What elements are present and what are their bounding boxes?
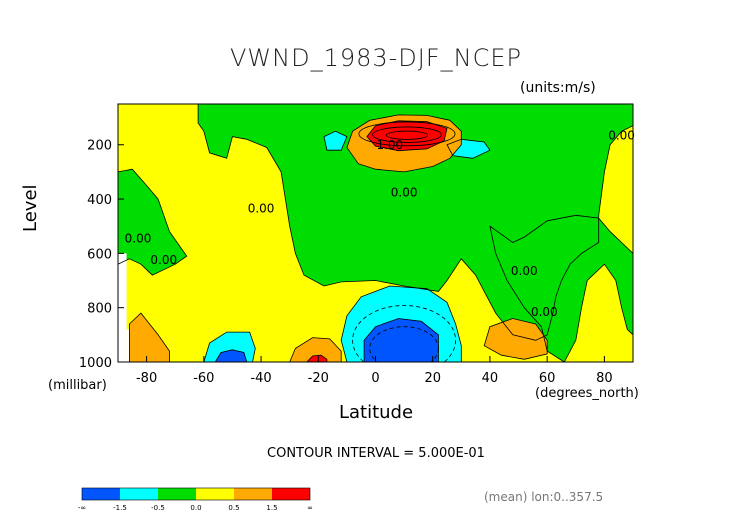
colorbar-swatch-1 <box>120 488 158 500</box>
y-axis-unit: (millibar) <box>48 378 107 393</box>
missing-data-area-2 <box>126 329 130 362</box>
region-blue-lower-core-contour <box>363 318 439 362</box>
colorbar-label-1: -1.5 <box>113 504 127 512</box>
region-cyan-lower-contour <box>340 285 462 362</box>
region-orange-lower-left <box>289 337 342 362</box>
negative-dashed-contour-2 <box>369 326 439 362</box>
region-cyan-lower-left-contour <box>203 331 256 362</box>
colorbar-swatch-2 <box>158 488 196 500</box>
jet-core-ring-1 <box>358 121 456 147</box>
x-tick-label: 40 <box>482 371 499 386</box>
colorbar-swatch-4 <box>234 488 272 500</box>
region-negative-small-upper-left-contour <box>323 130 348 151</box>
colorbar-label-0: -∞ <box>78 504 86 512</box>
colorbar-label-3: 0.0 <box>190 504 201 512</box>
units-label: (units:m/s) <box>520 80 596 96</box>
colorbar-label-4: 0.5 <box>228 504 239 512</box>
region-blue-lower-left-core-contour <box>214 349 248 362</box>
y-tick-label: 200 <box>87 139 112 154</box>
x-axis-label: Latitude <box>338 402 414 423</box>
region-orange-lower-right-contour <box>483 318 548 360</box>
mean-longitude-text: (mean) lon:0..357.5 <box>484 490 604 504</box>
colorbar-label-5: 1.5 <box>266 504 277 512</box>
contour-label-2: 0.00 <box>248 202 275 216</box>
x-tick-label: -20 <box>308 371 329 386</box>
x-axis-unit: (degrees_north) <box>535 386 639 401</box>
x-tick-label: -60 <box>193 371 214 386</box>
contour-label-1: 0.00 <box>391 185 418 199</box>
contour-label-3: 0.00 <box>125 232 152 246</box>
jet-core-ring-2 <box>372 126 442 143</box>
jet-core-ring-3 <box>385 130 428 140</box>
x-tick-label: 20 <box>424 371 441 386</box>
y-tick-label: 1000 <box>79 356 112 371</box>
region-blue-lower-left-core <box>215 349 247 362</box>
colorbar-swatch-0 <box>82 488 120 500</box>
x-tick-label: 60 <box>539 371 556 386</box>
x-tick-label: -80 <box>136 371 157 386</box>
region-orange-lower-left-contour <box>289 337 342 362</box>
contour-label-7: 0.00 <box>608 128 635 142</box>
colorbar-label-2: -0.5 <box>151 504 165 512</box>
y-tick-label: 400 <box>87 193 112 208</box>
chart-title: VWND_1983-DJF_NCEP <box>229 44 523 72</box>
region-negative-upper-band-contour <box>197 104 633 341</box>
colorbar-swatch-3 <box>196 488 234 500</box>
contour-label-6: 0.00 <box>531 305 558 319</box>
contour-label-5: 0.00 <box>511 264 538 278</box>
region-negative-small-upper-left <box>324 131 347 151</box>
x-tick-label: -40 <box>250 371 271 386</box>
region-red-lower-left-core-contour <box>306 354 328 362</box>
region-negative-right-band-contour <box>489 214 633 362</box>
contour-interval-text: CONTOUR INTERVAL = 5.000E-01 <box>267 446 485 461</box>
region-orange-far-left <box>129 313 170 362</box>
region-orange-lower-right <box>484 318 548 360</box>
region-orange-upper-jet-contour <box>346 114 462 173</box>
region-negative-right-band <box>489 215 633 362</box>
x-tick-label: 80 <box>596 371 613 386</box>
contour-label-0: 1.00 <box>376 138 403 152</box>
colorbar-swatch-5 <box>272 488 310 500</box>
x-tick-label: 0 <box>371 371 379 386</box>
region-orange-far-left-contour <box>129 312 170 362</box>
colorbar-frame <box>81 487 311 501</box>
contour-label-4: 0.00 <box>150 253 177 267</box>
negative-dashed-contour-1 <box>352 305 456 362</box>
region-negative-left-column-contour <box>118 168 188 276</box>
region-negative-left-column <box>118 169 187 276</box>
y-tick-label: 600 <box>87 247 112 262</box>
y-tick-label: 800 <box>87 302 112 317</box>
colorbar-label-6: ∞ <box>307 504 313 512</box>
